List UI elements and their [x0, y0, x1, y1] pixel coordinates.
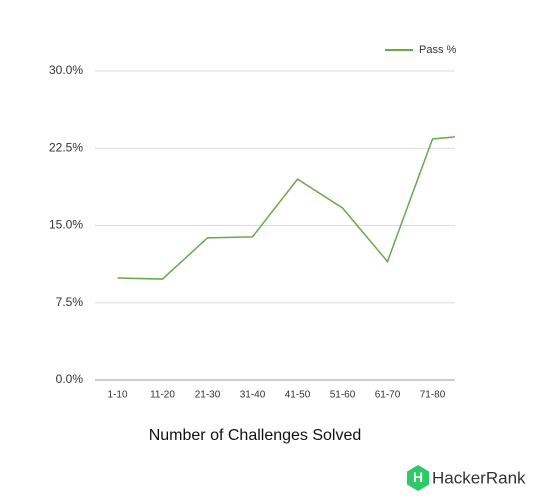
x-tick-label: 11-20 [150, 390, 175, 401]
plot [117, 136, 455, 280]
y-tick-label: 22.5% [49, 140, 83, 154]
x-tick-label: 71-80 [420, 390, 446, 401]
x-tick-label: 31-40 [240, 390, 266, 401]
y-tick-label: 7.5% [56, 295, 84, 309]
x-tick-label: 51-60 [330, 390, 356, 401]
logo-icon [407, 465, 429, 491]
x-tick-label: 1-10 [107, 390, 127, 401]
logo: H HackerRank [407, 465, 526, 491]
y-tick-label: 30.0% [49, 63, 83, 77]
x-tick-label: 41-50 [285, 390, 311, 401]
legend-label: Pass % [419, 44, 457, 56]
brand: HackerRank [432, 468, 526, 487]
y-tick-label: 0.0% [56, 372, 84, 386]
y-tick-label: 15.0% [49, 218, 83, 232]
series-line [117, 136, 455, 280]
x-axis-label: Number of Challenges Solved [149, 427, 362, 444]
x-tick-label: 21-30 [195, 390, 221, 401]
logo-mark: H [413, 469, 423, 485]
x-tick-label: 61-70 [375, 390, 401, 401]
